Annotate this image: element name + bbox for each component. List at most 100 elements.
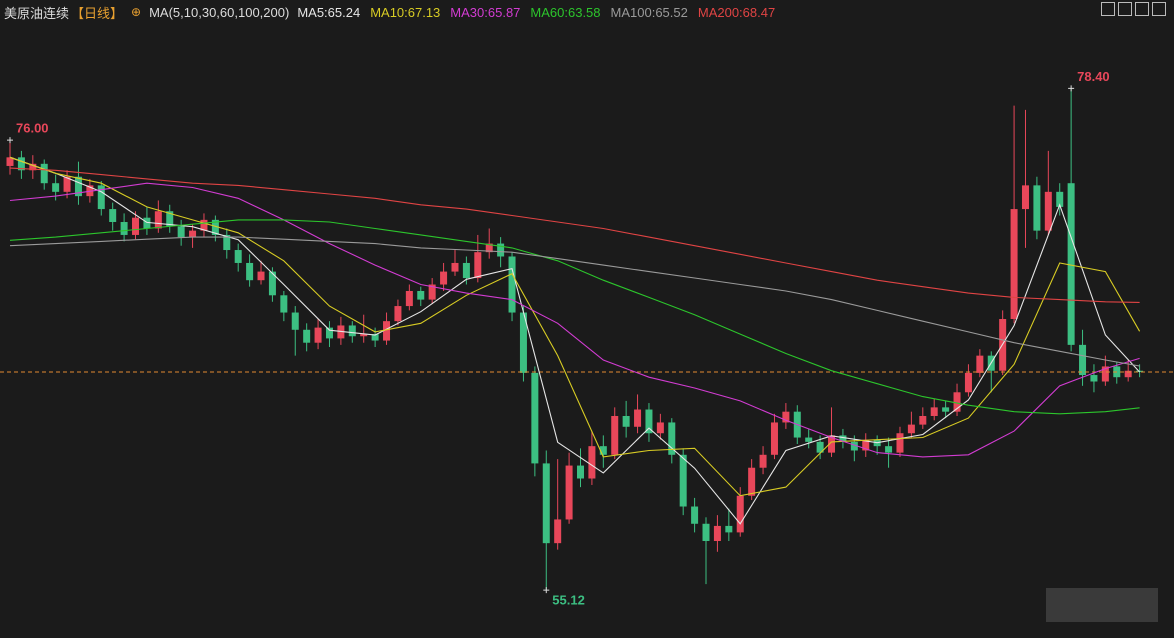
candle-body bbox=[485, 243, 493, 253]
candle-body bbox=[565, 465, 573, 520]
header: 美原油连续 【日线】 ⊕ MA(5,10,30,60,100,200) MA5:… bbox=[4, 3, 775, 21]
candle-body bbox=[1067, 183, 1075, 345]
candle-body bbox=[713, 525, 721, 542]
blurred-box bbox=[1046, 588, 1158, 622]
candle-body bbox=[234, 250, 242, 263]
candle-body bbox=[17, 157, 25, 171]
ma-line bbox=[9, 182, 1140, 458]
candle-body bbox=[850, 441, 858, 451]
candle-body bbox=[348, 325, 356, 337]
candle-body bbox=[531, 372, 539, 464]
candle-body bbox=[154, 211, 162, 229]
extreme-marker bbox=[7, 137, 13, 144]
candle-body bbox=[759, 454, 767, 468]
candle-body bbox=[748, 467, 756, 496]
candle-body bbox=[360, 334, 368, 337]
tool-icon[interactable] bbox=[1118, 2, 1132, 16]
toolbar bbox=[1101, 2, 1166, 16]
candle-body bbox=[725, 525, 733, 533]
candle-body bbox=[74, 176, 82, 197]
candle-body bbox=[52, 183, 60, 192]
candle-body bbox=[29, 163, 37, 171]
candle-body bbox=[554, 519, 562, 544]
candle-body bbox=[63, 176, 71, 192]
candle-body bbox=[930, 407, 938, 416]
candle-body bbox=[132, 217, 140, 235]
legend-entry: MA30:65.87 bbox=[450, 4, 521, 20]
candle-body bbox=[303, 329, 311, 343]
candle-body bbox=[1010, 209, 1018, 319]
candle-body bbox=[919, 415, 927, 425]
low-label: 55.12 bbox=[552, 593, 585, 608]
candle-body bbox=[577, 465, 584, 479]
candle-body bbox=[497, 243, 505, 257]
high-label: 76.00 bbox=[16, 121, 49, 136]
candle-body bbox=[622, 415, 630, 427]
ma-line bbox=[9, 156, 1141, 497]
candle-body bbox=[1101, 366, 1109, 382]
candle-body bbox=[805, 437, 813, 442]
candle-body bbox=[109, 209, 117, 223]
period[interactable]: 【日线】 bbox=[71, 5, 124, 21]
candle-body bbox=[736, 495, 744, 533]
candle-body bbox=[189, 230, 197, 238]
candle-body bbox=[1056, 191, 1064, 207]
candle-body bbox=[223, 234, 231, 251]
candle-body bbox=[166, 211, 174, 227]
candle-body bbox=[200, 219, 208, 231]
candle-body bbox=[440, 271, 448, 285]
candle-body bbox=[862, 439, 870, 451]
candle-body bbox=[451, 262, 459, 272]
high-label: 78.40 bbox=[1077, 69, 1110, 84]
candle-body bbox=[645, 409, 653, 434]
candle-body bbox=[588, 446, 596, 479]
candle-body bbox=[462, 262, 470, 279]
tool-icon[interactable] bbox=[1135, 2, 1149, 16]
ma-line bbox=[9, 219, 1140, 415]
tool-icon[interactable] bbox=[1152, 2, 1166, 16]
candle-body bbox=[428, 284, 436, 300]
candle-body bbox=[6, 157, 14, 166]
candle-body bbox=[143, 217, 151, 229]
candle-body bbox=[519, 312, 527, 373]
candle-body bbox=[656, 422, 664, 434]
candle-body bbox=[1090, 375, 1098, 382]
candle-body bbox=[97, 185, 105, 210]
candle-body bbox=[1044, 191, 1052, 231]
candle-body bbox=[394, 306, 402, 322]
candle-body bbox=[542, 463, 550, 544]
candle-body bbox=[508, 256, 516, 313]
candle-body bbox=[828, 435, 836, 453]
candle-body bbox=[964, 372, 972, 393]
candle-body bbox=[268, 271, 276, 296]
ma-line bbox=[9, 156, 1141, 525]
candle-body bbox=[839, 435, 847, 442]
candle-body bbox=[405, 290, 413, 307]
candle-body bbox=[942, 407, 950, 412]
candle-body bbox=[383, 321, 391, 341]
legend-entry: MA100:65.52 bbox=[610, 4, 688, 20]
candle-body bbox=[885, 446, 893, 453]
candle-body bbox=[782, 411, 790, 423]
indicator[interactable]: MA(5,10,30,60,100,200) bbox=[149, 4, 290, 20]
add-icon[interactable]: ⊕ bbox=[131, 5, 142, 19]
chart-title: 美原油连续 bbox=[4, 5, 70, 21]
candle-body bbox=[257, 271, 265, 281]
candle-body bbox=[246, 262, 254, 281]
candle-body bbox=[907, 424, 915, 434]
extreme-marker bbox=[543, 587, 550, 594]
candle-body bbox=[291, 312, 299, 330]
candle-body bbox=[953, 392, 961, 412]
candle-body bbox=[314, 327, 322, 343]
candle-body bbox=[770, 422, 778, 455]
candle-body bbox=[40, 163, 48, 184]
legend: MA5:65.24 MA10:67.13 MA30:65.87 MA60:63.58 M… bbox=[297, 5, 775, 20]
ma-line bbox=[9, 236, 1140, 367]
extreme-marker bbox=[1068, 85, 1075, 92]
tool-icon[interactable] bbox=[1101, 2, 1115, 16]
candle-body bbox=[211, 219, 219, 235]
candle-body bbox=[634, 409, 642, 427]
candle-body bbox=[896, 433, 904, 453]
